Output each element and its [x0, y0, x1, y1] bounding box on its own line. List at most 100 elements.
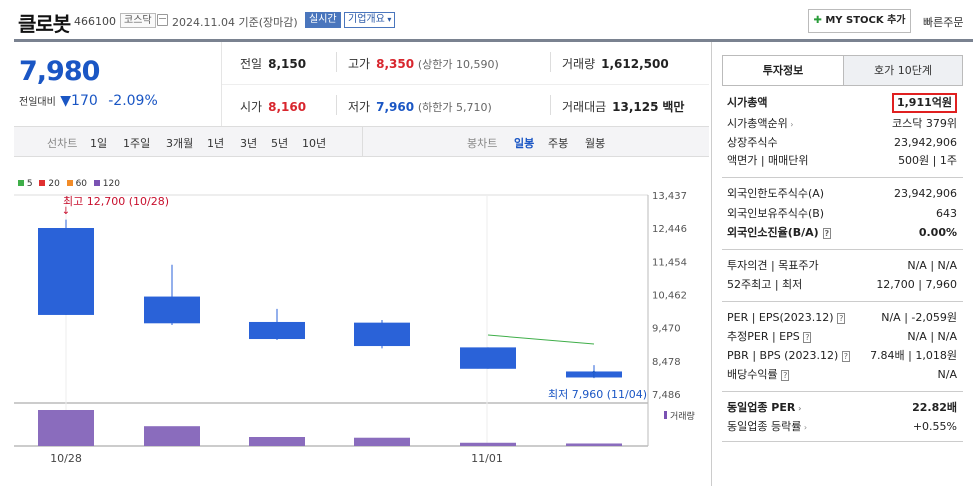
row-sector-change[interactable]: 동일업종 등락률 › +0.55%	[727, 419, 957, 435]
market-cap-value: 1,911억원	[891, 93, 957, 113]
row-value: 643	[936, 207, 957, 220]
low-label: 저가	[348, 100, 371, 114]
row-par-value: 액면가 | 매매단위 500원 | 1주	[727, 153, 957, 169]
period-5y[interactable]: 5년	[271, 137, 289, 150]
row-label: 외국인보유주식수(B)	[727, 207, 825, 220]
volume-bar	[249, 437, 305, 446]
period-daily[interactable]: 일봉	[514, 137, 535, 150]
ma5-label: 5	[26, 179, 33, 189]
high-label: 고가	[348, 57, 371, 71]
panel-divider	[722, 391, 963, 392]
arrow-down-icon: ↓	[62, 206, 70, 217]
max-annotation: 최고 12,700 (10/28)	[63, 195, 169, 208]
market-badge: 코스닥	[120, 13, 156, 28]
row-label: 액면가 | 매매단위	[727, 154, 809, 167]
prev-label: 전일	[240, 57, 263, 71]
ma5-swatch	[18, 180, 24, 186]
period-3y[interactable]: 3년	[240, 137, 258, 150]
row-pbr: PBR | BPS (2023.12) ? 7.84배 | 1,018원	[727, 348, 957, 364]
row-cap-rank[interactable]: 시가총액순위 › 코스닥 379위	[727, 116, 957, 132]
ma120-label: 120	[102, 179, 120, 189]
y-tick-label: 13,437	[652, 191, 687, 202]
invest-tabs: 투자정보 호가 10단계	[722, 55, 963, 86]
help-icon[interactable]: ?	[841, 351, 851, 362]
stock-code: 466100	[74, 15, 116, 28]
calendar-icon	[157, 14, 168, 26]
candle-body	[460, 347, 516, 369]
my-stock-button[interactable]: ✚ MY STOCK 추가	[808, 9, 911, 33]
row-label: 외국인소진율(B/A) ?	[727, 225, 832, 242]
row-label: 시가총액	[727, 96, 768, 109]
help-icon[interactable]: ?	[822, 228, 832, 239]
row-value: 23,942,906	[894, 136, 957, 149]
ma-legend: 5 20 60 120	[18, 179, 120, 189]
y-tick-label: 10,462	[652, 291, 687, 302]
open-label: 시가	[240, 100, 263, 114]
row-shares: 상장주식수 23,942,906	[727, 135, 957, 151]
row-value: 500원 | 1주	[898, 154, 957, 167]
divider	[550, 52, 551, 72]
tab-invest-info[interactable]: 투자정보	[723, 56, 843, 85]
volume-bar	[38, 410, 94, 446]
volume-value: 1,612,500	[601, 57, 669, 71]
row-value: 23,942,906	[894, 187, 957, 200]
low-price: 저가 7,960 (하한가 5,710)	[348, 98, 492, 115]
panel-divider	[722, 177, 963, 178]
amount-value: 13,125	[612, 100, 659, 114]
period-3m[interactable]: 3개월	[166, 137, 194, 150]
x-label-1101: 11/01	[471, 452, 503, 465]
volume-bar	[354, 437, 410, 446]
row-foreign-hold: 외국인보유주식수(B) 643	[727, 206, 957, 222]
period-weekly[interactable]: 주봉	[548, 137, 569, 150]
min-annotation: 최저 7,960 (11/04)	[548, 388, 647, 401]
help-icon[interactable]: ?	[837, 313, 846, 324]
amount-unit: 백만	[662, 100, 685, 114]
change-percent: -2.09%	[108, 93, 158, 109]
ma20-swatch	[39, 180, 46, 186]
quick-order-link[interactable]: 빠른주문	[923, 16, 964, 29]
per-label: PER | EPS(2023.12)	[727, 311, 834, 324]
help-icon[interactable]: ?	[781, 370, 790, 381]
sector-per-label: 동일업종 PER	[727, 401, 796, 414]
quote-bottom-divider	[14, 126, 709, 127]
period-1y[interactable]: 1년	[207, 137, 225, 150]
open-value: 8,160	[268, 100, 307, 114]
low-value: 7,960	[376, 100, 415, 114]
candle-body	[249, 321, 305, 340]
my-stock-label: MY STOCK 추가	[825, 15, 906, 26]
row-label: 상장주식수	[727, 136, 778, 149]
help-icon[interactable]: ?	[803, 332, 812, 343]
cap-rank-label: 시가총액순위	[727, 117, 788, 130]
ma20-label: 20	[48, 179, 60, 189]
row-value: 코스닥 379위	[892, 117, 957, 130]
row-per: PER | EPS(2023.12) ? N/A | -2,059원	[727, 310, 957, 326]
period-1d[interactable]: 1일	[90, 137, 108, 150]
x-label-1028: 10/28	[50, 452, 82, 465]
row-dividend: 배당수익률 ? N/A	[727, 367, 957, 383]
volume-label: 거래량	[670, 410, 695, 422]
dividend-label: 배당수익률	[727, 368, 778, 381]
corp-info-button[interactable]: 기업개요 ▾	[344, 12, 396, 28]
y-tick-label: 12,446	[652, 224, 687, 235]
period-10y[interactable]: 10년	[302, 137, 327, 150]
row-value: N/A	[937, 368, 957, 381]
amount-label: 거래대금	[562, 100, 607, 114]
ma5-line	[487, 334, 595, 345]
row-market-cap: 시가총액 1,911억원	[727, 93, 957, 113]
y-tick-label: 8,478	[652, 357, 681, 368]
row-label: 외국인한도주식수(A)	[727, 187, 825, 200]
y-tick-label: 11,454	[652, 257, 687, 268]
change-label: 전일대비	[19, 97, 56, 108]
tab-order-book[interactable]: 호가 10단계	[843, 56, 962, 85]
row-value: 0.00%	[918, 226, 957, 239]
row-label: 동일업종 PER ›	[727, 400, 801, 417]
volume-label: 거래량	[562, 57, 596, 71]
row-sector-per[interactable]: 동일업종 PER › 22.82배	[727, 400, 957, 416]
period-1w[interactable]: 1주일	[123, 137, 151, 150]
realtime-button[interactable]: 실시간	[305, 12, 341, 28]
foreign-ratio-label: 외국인소진율(B/A)	[727, 226, 819, 239]
prev-value: 8,150	[268, 57, 307, 71]
period-monthly[interactable]: 월봉	[585, 137, 606, 150]
volume: 거래량 1,612,500	[562, 55, 669, 72]
chevron-right-icon: ›	[801, 423, 808, 432]
